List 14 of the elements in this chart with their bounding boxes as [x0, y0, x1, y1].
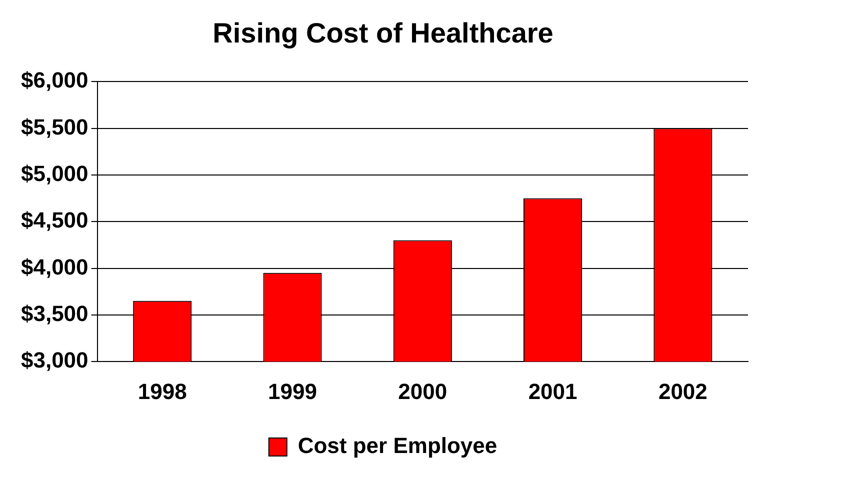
x-tick-label: 2001 — [528, 378, 578, 404]
x-tick-label: 2000 — [398, 378, 448, 404]
y-tick-label: $4,000 — [20, 254, 88, 280]
y-tick-label: $4,500 — [20, 208, 88, 233]
y-tick-label: $6,000 — [20, 68, 88, 93]
x-tick-label: 2002 — [658, 378, 708, 404]
y-tick-label: $3,000 — [20, 348, 88, 373]
x-tick-label: 1998 — [138, 378, 187, 404]
x-tick-label: 1999 — [268, 378, 317, 404]
chart-title: Rising Cost of Healthcare — [212, 18, 554, 49]
y-tick-label: $5,000 — [20, 160, 88, 186]
y-tick-label: $5,500 — [20, 114, 88, 140]
legend-label: Cost per Employee — [298, 433, 498, 458]
y-tick-label: $3,500 — [20, 300, 88, 326]
